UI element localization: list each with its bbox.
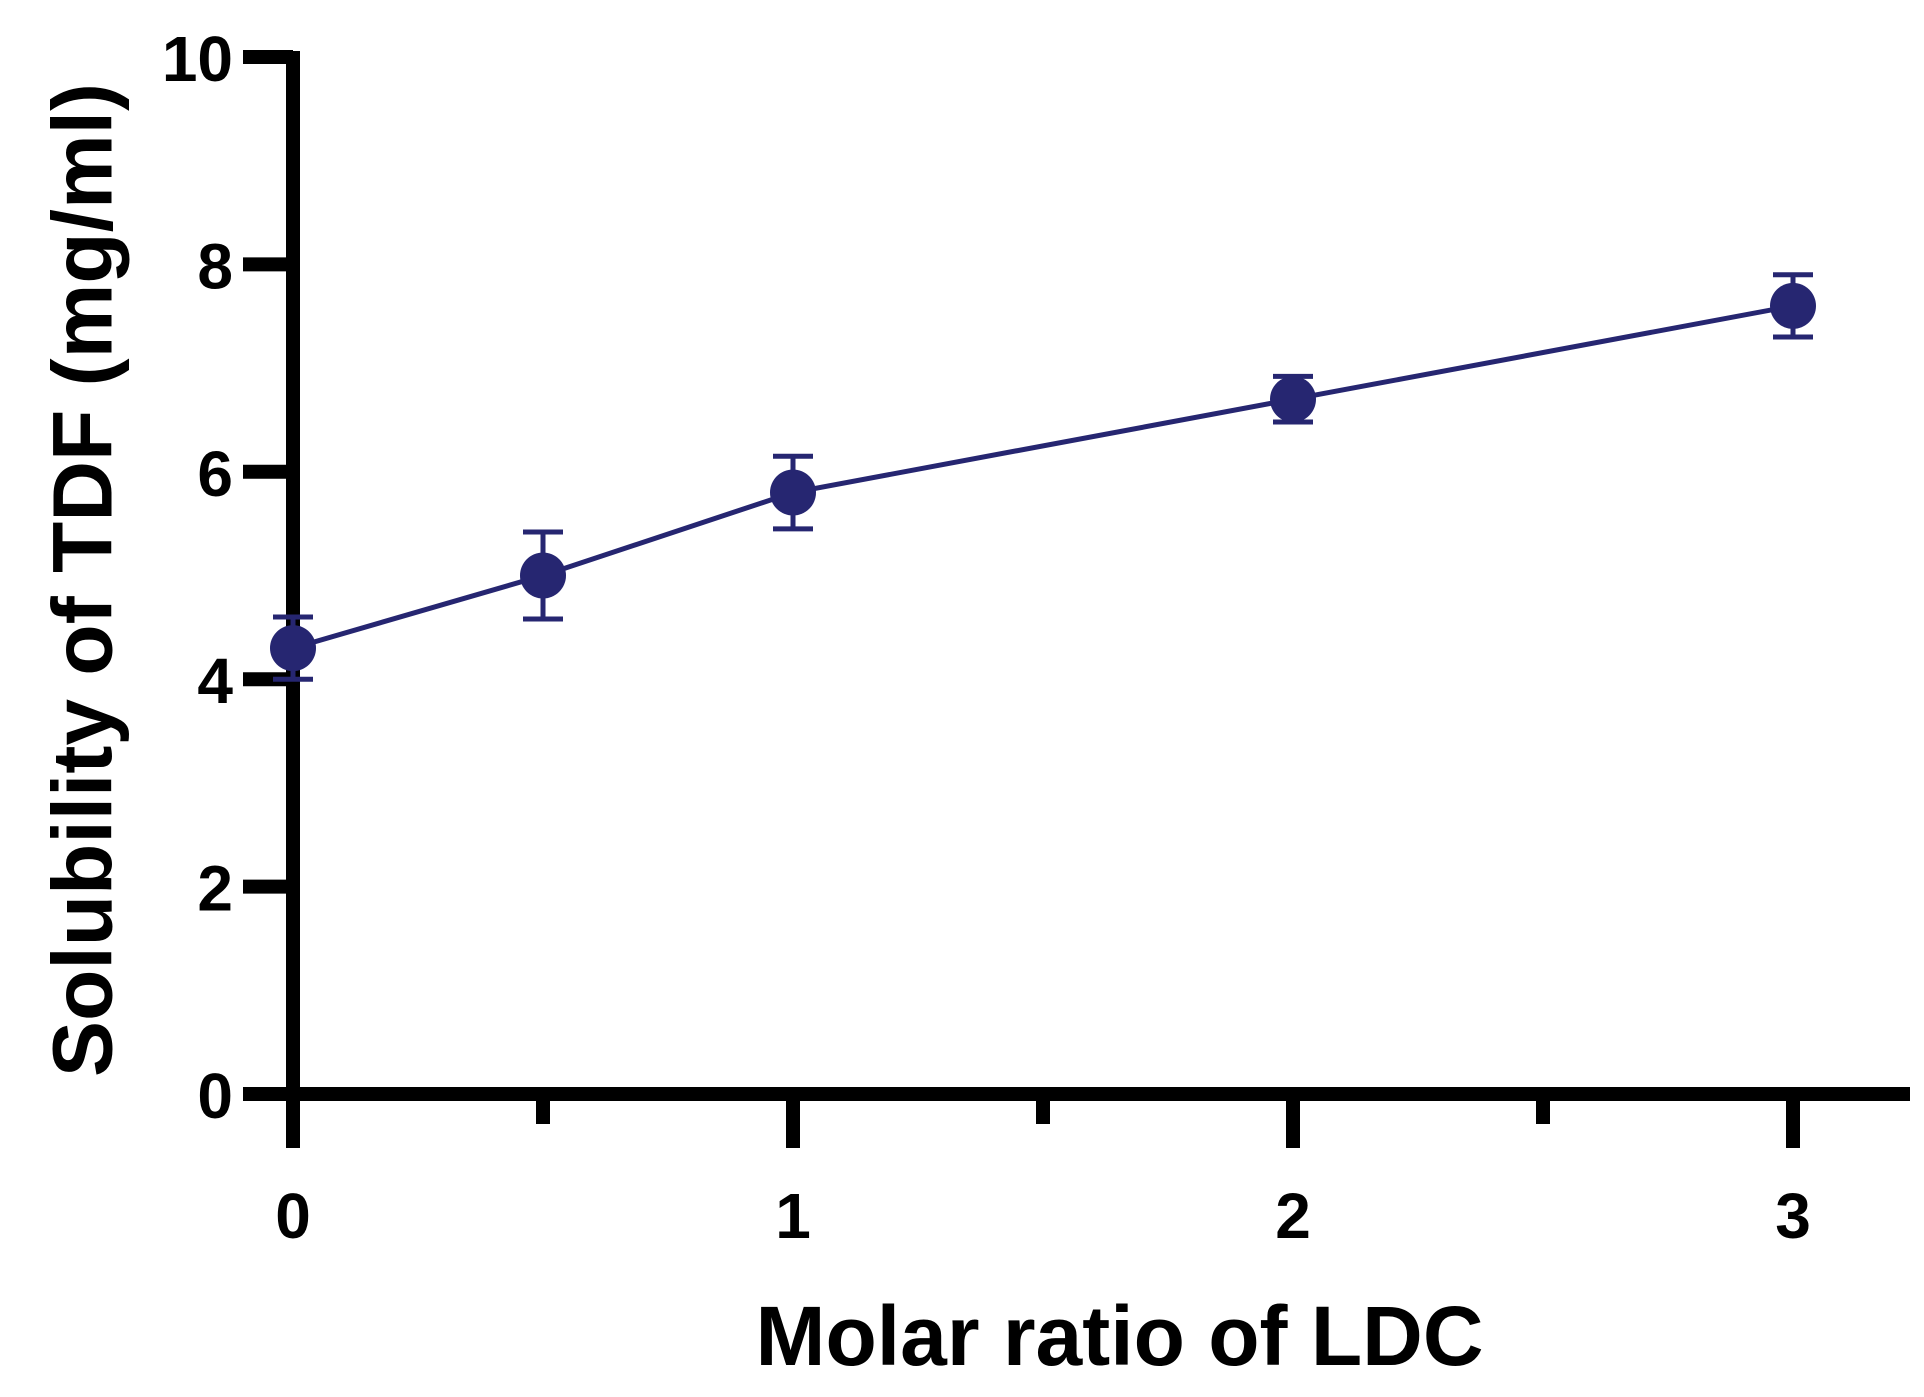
series-line	[292, 303, 1794, 651]
series-group	[270, 272, 1816, 682]
x-tick-label: 1	[775, 1180, 811, 1252]
tick-group: 0 2 4 6 8 10 0 1 2 3	[162, 23, 1811, 1252]
data-point	[1770, 282, 1816, 329]
x-tick-label: 2	[1275, 1180, 1311, 1252]
x-tick-label: 3	[1775, 1180, 1811, 1252]
y-tick-label: 0	[197, 1060, 233, 1132]
y-tick-label: 4	[197, 645, 233, 717]
data-point	[770, 469, 816, 516]
data-point	[270, 625, 316, 672]
axes	[285, 51, 1910, 1148]
y-tick-label: 2	[197, 853, 233, 925]
data-point	[1270, 376, 1316, 423]
y-axis-title: Solubility of TDF (mg/ml)	[35, 83, 129, 1077]
x-tick-label: 0	[275, 1180, 311, 1252]
x-axis-title: Molar ratio of LDC	[756, 1289, 1484, 1383]
y-tick-label: 6	[197, 438, 233, 510]
y-tick-label: 8	[197, 230, 233, 302]
y-tick-label: 10	[162, 23, 233, 95]
data-point	[520, 552, 566, 599]
